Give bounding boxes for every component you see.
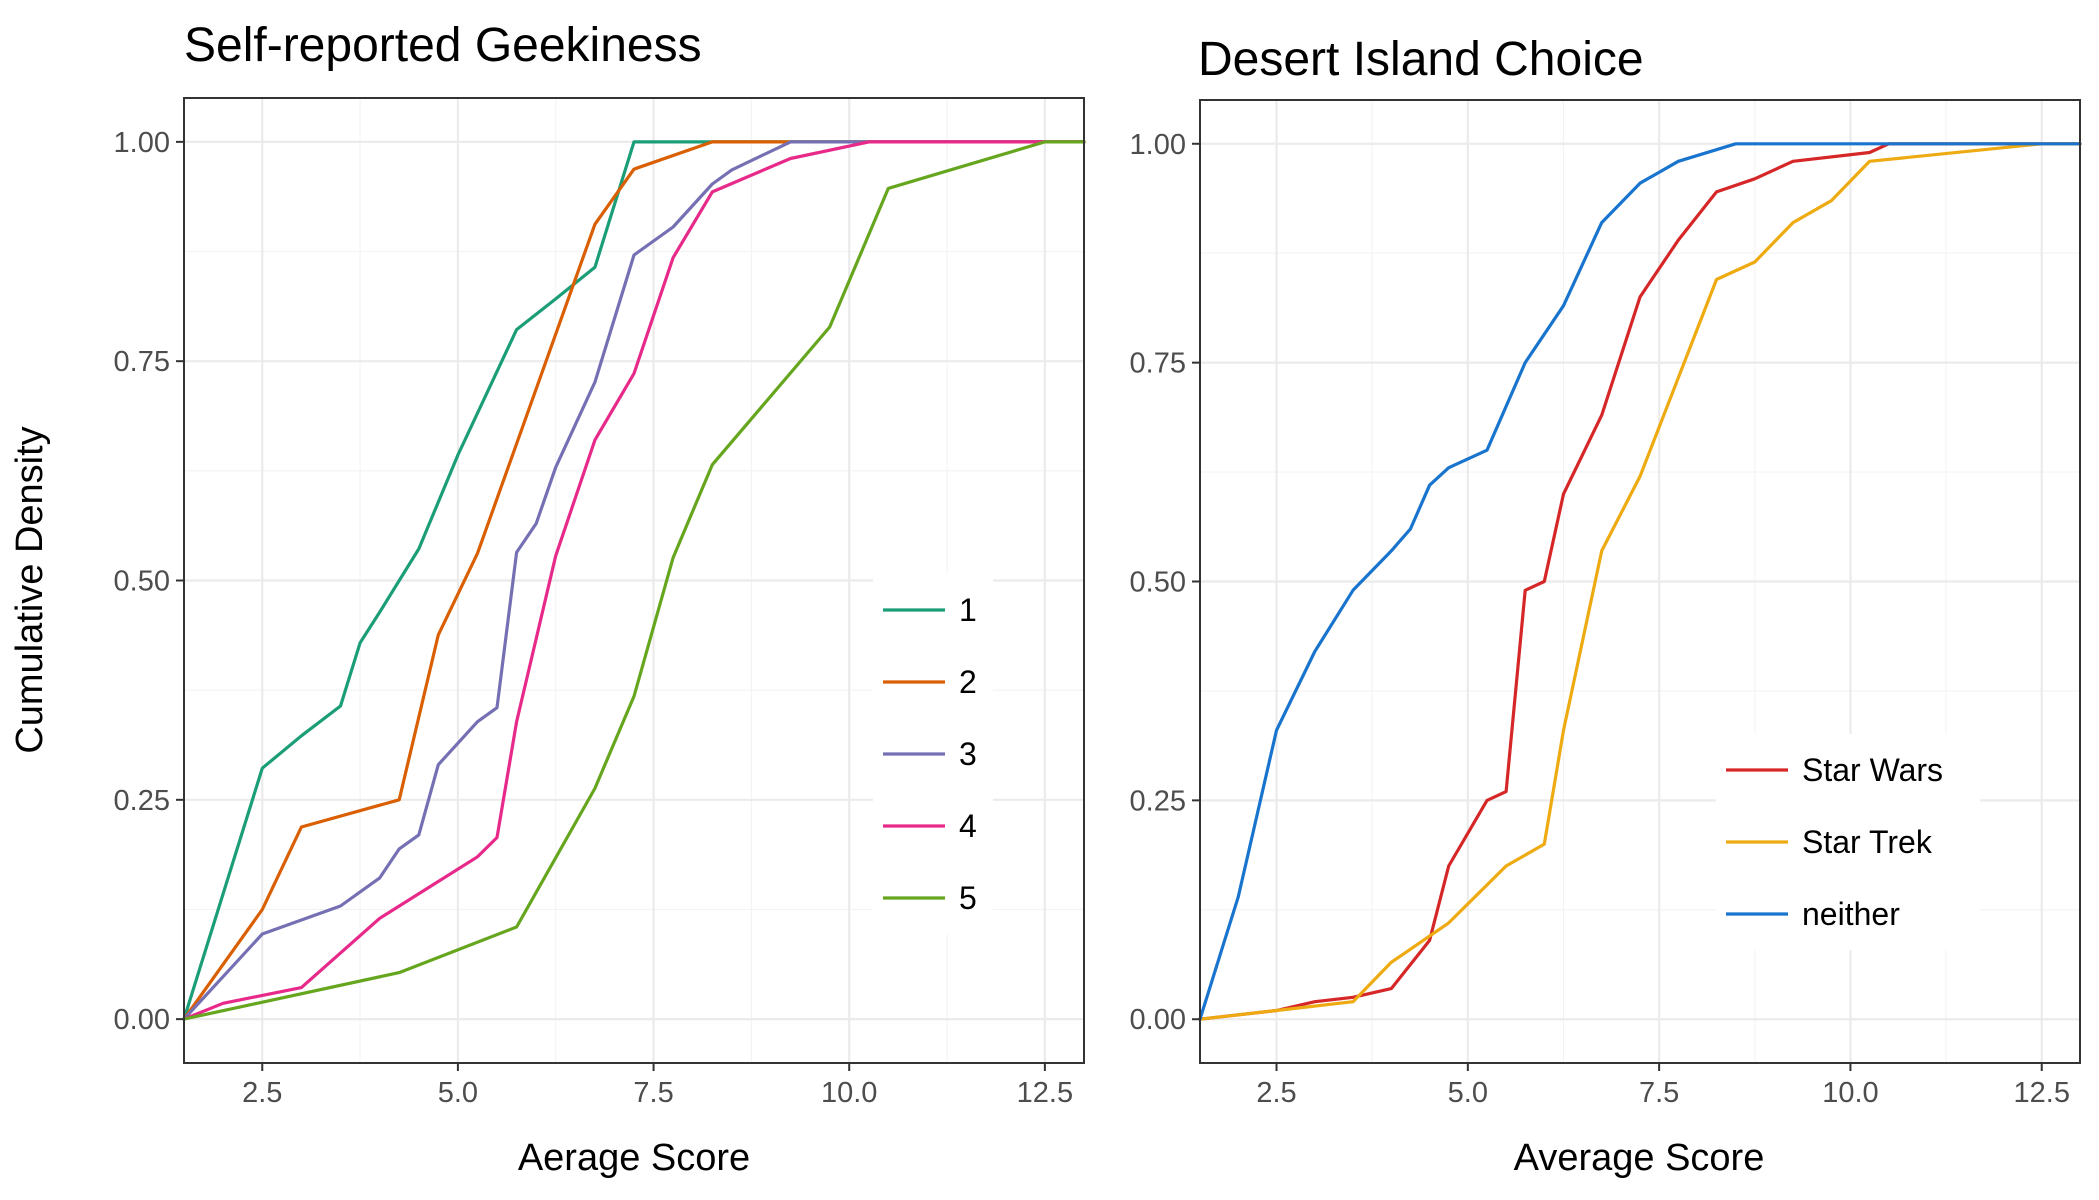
panel-desert-island-choice: Desert Island Choice Average Score 0.00 0… [1130, 33, 2082, 1179]
legend-label-4: 4 [959, 808, 977, 844]
y-tick-label: 0.25 [114, 785, 170, 817]
legend: Star Wars Star Trek neither [1716, 734, 1980, 950]
legend-label-3: 3 [959, 736, 977, 772]
y-tick-label: 0.75 [1130, 348, 1186, 380]
x-tick-label: 7.5 [1639, 1077, 1679, 1109]
x-tick-label: 10.0 [1822, 1077, 1878, 1109]
chart-title: Self-reported Geekiness [184, 19, 702, 72]
series-line-star-wars [1198, 142, 2082, 1021]
x-tick-label: 2.5 [1256, 1077, 1296, 1109]
x-tick-label: 12.5 [1017, 1077, 1073, 1109]
legend-label-star-trek: Star Trek [1802, 824, 1933, 860]
x-axis-title: Aerage Score [518, 1137, 750, 1179]
x-tick-label: 5.0 [1448, 1077, 1488, 1109]
x-axis-title: Average Score [1514, 1137, 1765, 1179]
y-tick-label: 0.25 [1130, 785, 1186, 817]
y-tick-label: 1.00 [1130, 129, 1186, 161]
y-tick-label: 1.00 [114, 127, 170, 159]
x-tick-label: 7.5 [633, 1077, 673, 1109]
series-line-star-trek [1198, 142, 2082, 1021]
legend-label-5: 5 [959, 880, 977, 916]
legend-label-neither: neither [1802, 896, 1900, 932]
legend: 1 2 3 4 5 [873, 574, 993, 934]
series-line-5 [182, 140, 1086, 1021]
y-tick-label: 0.00 [114, 1004, 170, 1036]
y-tick-label: 0.00 [1130, 1004, 1186, 1036]
x-tick-label: 5.0 [438, 1077, 478, 1109]
y-tick-label: 0.75 [114, 346, 170, 378]
chart-title: Desert Island Choice [1198, 33, 1644, 86]
y-tick-label: 0.50 [114, 566, 170, 598]
y-tick-label: 0.50 [1130, 567, 1186, 599]
legend-label-2: 2 [959, 664, 977, 700]
legend-label-1: 1 [959, 592, 977, 628]
y-axis-title: Cumulative Density [9, 426, 51, 753]
x-tick-label: 10.0 [821, 1077, 877, 1109]
panel-self-reported-geekiness: Self-reported Geekiness Aerage Score 0.0… [114, 19, 1086, 1179]
series-line-neither [1198, 142, 2082, 1021]
series-line-3 [182, 140, 1086, 1021]
x-tick-label: 2.5 [242, 1077, 282, 1109]
x-tick-label: 12.5 [2014, 1077, 2070, 1109]
legend-label-star-wars: Star Wars [1802, 752, 1943, 788]
series-line-4 [182, 140, 1086, 1021]
series-line-1 [182, 140, 1086, 1021]
